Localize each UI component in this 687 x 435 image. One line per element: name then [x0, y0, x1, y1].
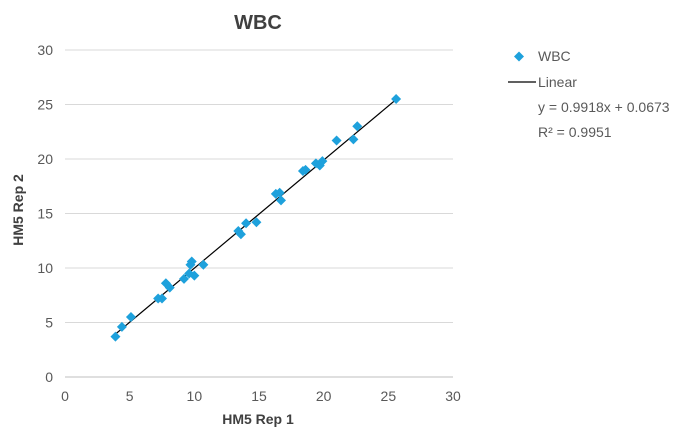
data-point: [157, 293, 167, 304]
data-points: [110, 94, 402, 342]
y-tick-label: 20: [37, 151, 53, 167]
data-point: [235, 229, 246, 240]
x-tick-labels: 0 5 10 15 20 25 30: [61, 388, 461, 404]
data-point: [125, 312, 136, 323]
data-point: [116, 321, 127, 332]
x-tick-label: 0: [61, 388, 69, 404]
legend-label-wbc: WBC: [538, 48, 571, 64]
data-point: [186, 256, 197, 267]
data-point: [348, 134, 359, 145]
x-tick-label: 20: [316, 388, 332, 404]
y-tick-label: 10: [37, 260, 53, 276]
data-point: [300, 164, 311, 175]
data-point: [198, 259, 209, 270]
y-tick-label: 30: [37, 42, 53, 58]
y-tick-labels: 0 5 10 15 20 25 30: [37, 42, 53, 385]
trendline-equation: y = 0.9918x + 0.0673: [538, 99, 670, 115]
data-point: [164, 282, 175, 293]
data-point: [178, 273, 189, 284]
y-tick-label: 5: [45, 315, 53, 331]
data-point: [189, 270, 200, 281]
data-point: [251, 217, 262, 228]
chart-title: WBC: [234, 12, 282, 34]
gridlines: [65, 49, 453, 323]
data-point: [110, 331, 121, 342]
x-tick-label: 10: [187, 388, 203, 404]
y-tick-label: 15: [37, 206, 53, 222]
x-axis-title: HM5 Rep 1: [222, 411, 294, 427]
y-axis-title: HM5 Rep 2: [10, 174, 26, 246]
legend-label-linear: Linear: [538, 74, 577, 90]
x-tick-label: 5: [126, 388, 134, 404]
data-point: [331, 135, 342, 146]
data-point: [317, 156, 328, 167]
data-point: [352, 121, 363, 132]
y-tick-label: 25: [37, 97, 53, 113]
trendline-r-squared: R² = 0.9951: [538, 124, 612, 140]
legend-marker-wbc: [514, 51, 524, 62]
data-point: [391, 94, 402, 105]
data-point: [241, 218, 252, 229]
x-tick-label: 25: [381, 388, 397, 404]
y-tick-label: 0: [45, 369, 53, 385]
x-tick-label: 30: [445, 388, 461, 404]
x-tick-label: 15: [251, 388, 267, 404]
data-point: [274, 187, 285, 198]
data-point: [275, 195, 286, 206]
legend: WBC Linear y = 0.9918x + 0.0673 R² = 0.9…: [508, 48, 670, 140]
